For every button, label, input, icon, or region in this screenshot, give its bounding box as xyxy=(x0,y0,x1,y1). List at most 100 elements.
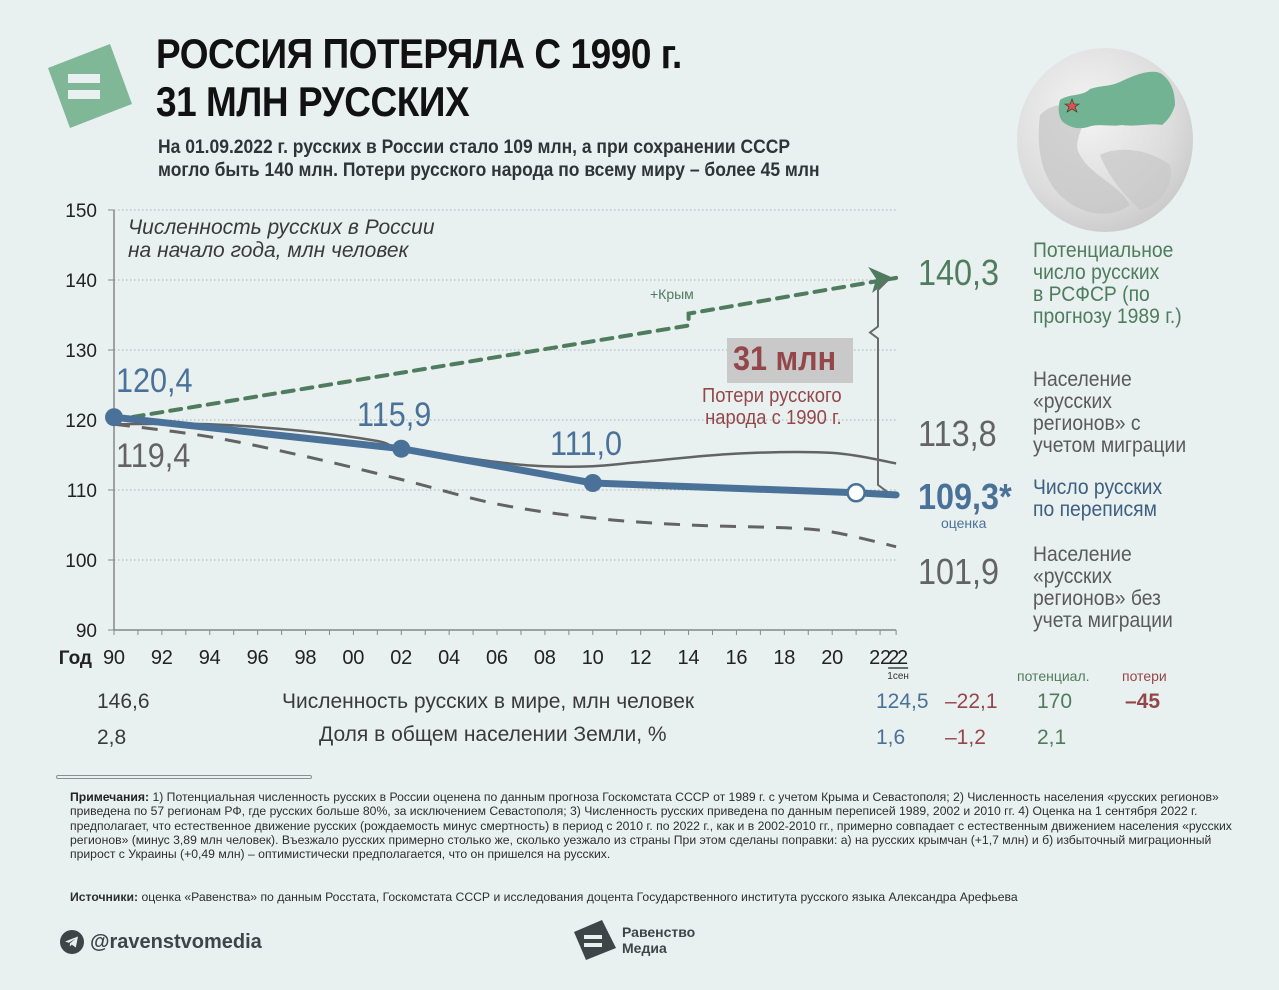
end-desc-line: в РСФСР (по xyxy=(1033,283,1150,306)
x-tick-label: 10 xyxy=(582,647,604,669)
y-tick-label: 90 xyxy=(76,621,97,642)
x-tick-label: 22 xyxy=(869,647,891,669)
x-tick-label: 14 xyxy=(678,647,700,669)
subtitle-line-1: На 01.09.2022 г. русских в России стало … xyxy=(158,137,791,158)
title-line-2: 31 МЛН РУССКИХ xyxy=(156,78,470,125)
census-point xyxy=(105,408,123,427)
x-tick-label: 90 xyxy=(103,647,125,669)
subtitle-line-2: могло быть 140 млн. Потери русского наро… xyxy=(158,160,820,181)
end-desc-census: Число русских по переписям xyxy=(1033,477,1162,521)
x-tick-label: 18 xyxy=(773,647,795,669)
end-desc-line: «русских xyxy=(1033,565,1112,588)
x-tick-label: 00 xyxy=(342,647,364,669)
loss-bracket xyxy=(868,279,891,495)
brand-line-2: Медиа xyxy=(622,940,667,956)
x-tick-label: 12 xyxy=(630,647,652,669)
equals-logo-icon xyxy=(574,920,616,960)
x-tick-label: 16 xyxy=(725,647,747,669)
notes: Примечания: 1) Потенциальная численность… xyxy=(70,790,1240,861)
series-potential-line xyxy=(112,275,899,422)
series-lines xyxy=(110,266,900,549)
end-desc-line: Население xyxy=(1033,543,1132,566)
loss-line-2: народа с 1990 г. xyxy=(705,407,842,429)
label-regions-1990: 119,4 xyxy=(116,437,191,475)
end-value-regions-no-migration: 101,9 xyxy=(918,551,1000,592)
series-regions-no-migration-line xyxy=(113,422,897,549)
x-tick-label: 20 xyxy=(821,647,843,669)
equals-logo-icon xyxy=(48,44,132,128)
x-tick-label: 98 xyxy=(295,647,317,669)
loss-badge xyxy=(727,338,853,383)
world-row-1990: 146,6 xyxy=(97,690,150,713)
y-tick-label: 120 xyxy=(65,411,97,432)
x-tick-sublabel: 1сен xyxy=(887,671,909,682)
end-value-regions-migration: 113,8 xyxy=(918,413,997,454)
arrow-head-icon xyxy=(868,266,894,293)
label-census-1990: 120,4 xyxy=(116,362,193,400)
world-row-change: –22,1 xyxy=(945,690,998,713)
world-row-potential: 170 xyxy=(1037,690,1073,713)
notes-label: Примечания: xyxy=(70,790,150,804)
line-chart: 90 100 110 120 130 140 150 Год 90 92 94 96 98 00 02 04 0… xyxy=(59,201,909,682)
axes: 90 100 110 120 130 140 150 Год 90 92 94 96 98 00 02 04 0… xyxy=(59,201,909,682)
share-row-change: –1,2 xyxy=(945,726,986,749)
x-axis-label: Год xyxy=(59,648,92,669)
y-tick-label: 100 xyxy=(65,551,97,572)
x-tick-label: 04 xyxy=(438,647,460,669)
share-row-label: Доля в общем населении Земли, % xyxy=(319,723,667,746)
subtitle: На 01.09.2022 г. русских в России стало … xyxy=(158,136,820,182)
end-desc-line: «русских xyxy=(1033,390,1112,413)
col-losses-header: потери xyxy=(1122,668,1167,684)
chart-title-line-2: на начало года, млн человек xyxy=(128,239,409,262)
loss-description: Потери русского народа с 1990 г. xyxy=(702,385,842,429)
share-row-2022: 1,6 xyxy=(876,726,906,749)
series-markers xyxy=(105,408,866,503)
series-regions-migration-line xyxy=(113,422,897,468)
end-desc-line: регионов» без xyxy=(1033,587,1161,610)
sources: Источники: оценка «Равенства» по данным … xyxy=(70,890,1018,904)
end-desc-line: Потенциальное xyxy=(1033,239,1174,262)
telegram-handle[interactable]: @ravenstvomedia xyxy=(90,930,262,953)
x-tick-label: 06 xyxy=(486,647,508,669)
notes-text: 1) Потенциальная численность русских в Р… xyxy=(70,790,1232,862)
brand-line-1: Равенство xyxy=(622,924,696,940)
world-row-losses: –45 xyxy=(1125,690,1161,713)
chart-title-line-1: Численность русских в России xyxy=(128,216,435,239)
end-desc-line: учетом миграции xyxy=(1033,434,1187,457)
col-potential-header: потенциал. xyxy=(1017,668,1090,684)
end-desc-line: по переписям xyxy=(1033,498,1157,521)
end-desc-line: регионов» с xyxy=(1033,412,1141,435)
census-point xyxy=(583,474,602,492)
y-tick-label: 110 xyxy=(67,481,97,502)
y-tick-label: 140 xyxy=(65,271,97,292)
x-tick-label: 08 xyxy=(534,647,556,669)
loss-value: 31 млн xyxy=(733,340,837,378)
end-desc-line: Число русских xyxy=(1033,476,1163,499)
x-tick-label: 92 xyxy=(151,647,173,669)
end-value-potential: 140,3 xyxy=(918,252,1000,293)
y-tick-label: 150 xyxy=(65,201,97,222)
end-desc-potential: Потенциальное число русских в РСФСР (по … xyxy=(1033,240,1182,328)
sources-text: оценка «Равенства» по данным Росстата, Г… xyxy=(138,890,1018,904)
world-row-2022: 124,5 xyxy=(876,690,929,713)
chart-title: Численность русских в России на начало г… xyxy=(128,216,435,262)
share-row-1990: 2,8 xyxy=(97,726,127,749)
end-sub-census: оценка xyxy=(941,515,987,531)
end-desc-regions-no-migration: Население «русских регионов» без учета м… xyxy=(1033,544,1173,632)
sources-label: Источники: xyxy=(70,890,139,904)
end-desc-line: прогнозу 1989 г.) xyxy=(1033,305,1182,328)
census-estimate-point xyxy=(846,483,866,503)
brand-logo: Равенство Медиа xyxy=(572,918,695,962)
share-row-potential: 2,1 xyxy=(1037,726,1067,749)
loss-line-1: Потери русского xyxy=(702,385,842,407)
x-tick-label: 94 xyxy=(199,647,221,669)
end-desc-line: Население xyxy=(1033,368,1132,391)
label-census-2010: 111,0 xyxy=(550,425,623,463)
telegram-link[interactable]: @ravenstvomedia xyxy=(60,930,262,954)
end-desc-line: число русских xyxy=(1033,261,1160,284)
telegram-icon xyxy=(60,930,84,954)
title-line-1: РОССИЯ ПОТЕРЯЛА С 1990 г. xyxy=(156,30,682,77)
census-point xyxy=(392,439,411,458)
x-tick-label: 22 xyxy=(888,647,908,669)
label-crimea: +Крым xyxy=(650,286,694,302)
